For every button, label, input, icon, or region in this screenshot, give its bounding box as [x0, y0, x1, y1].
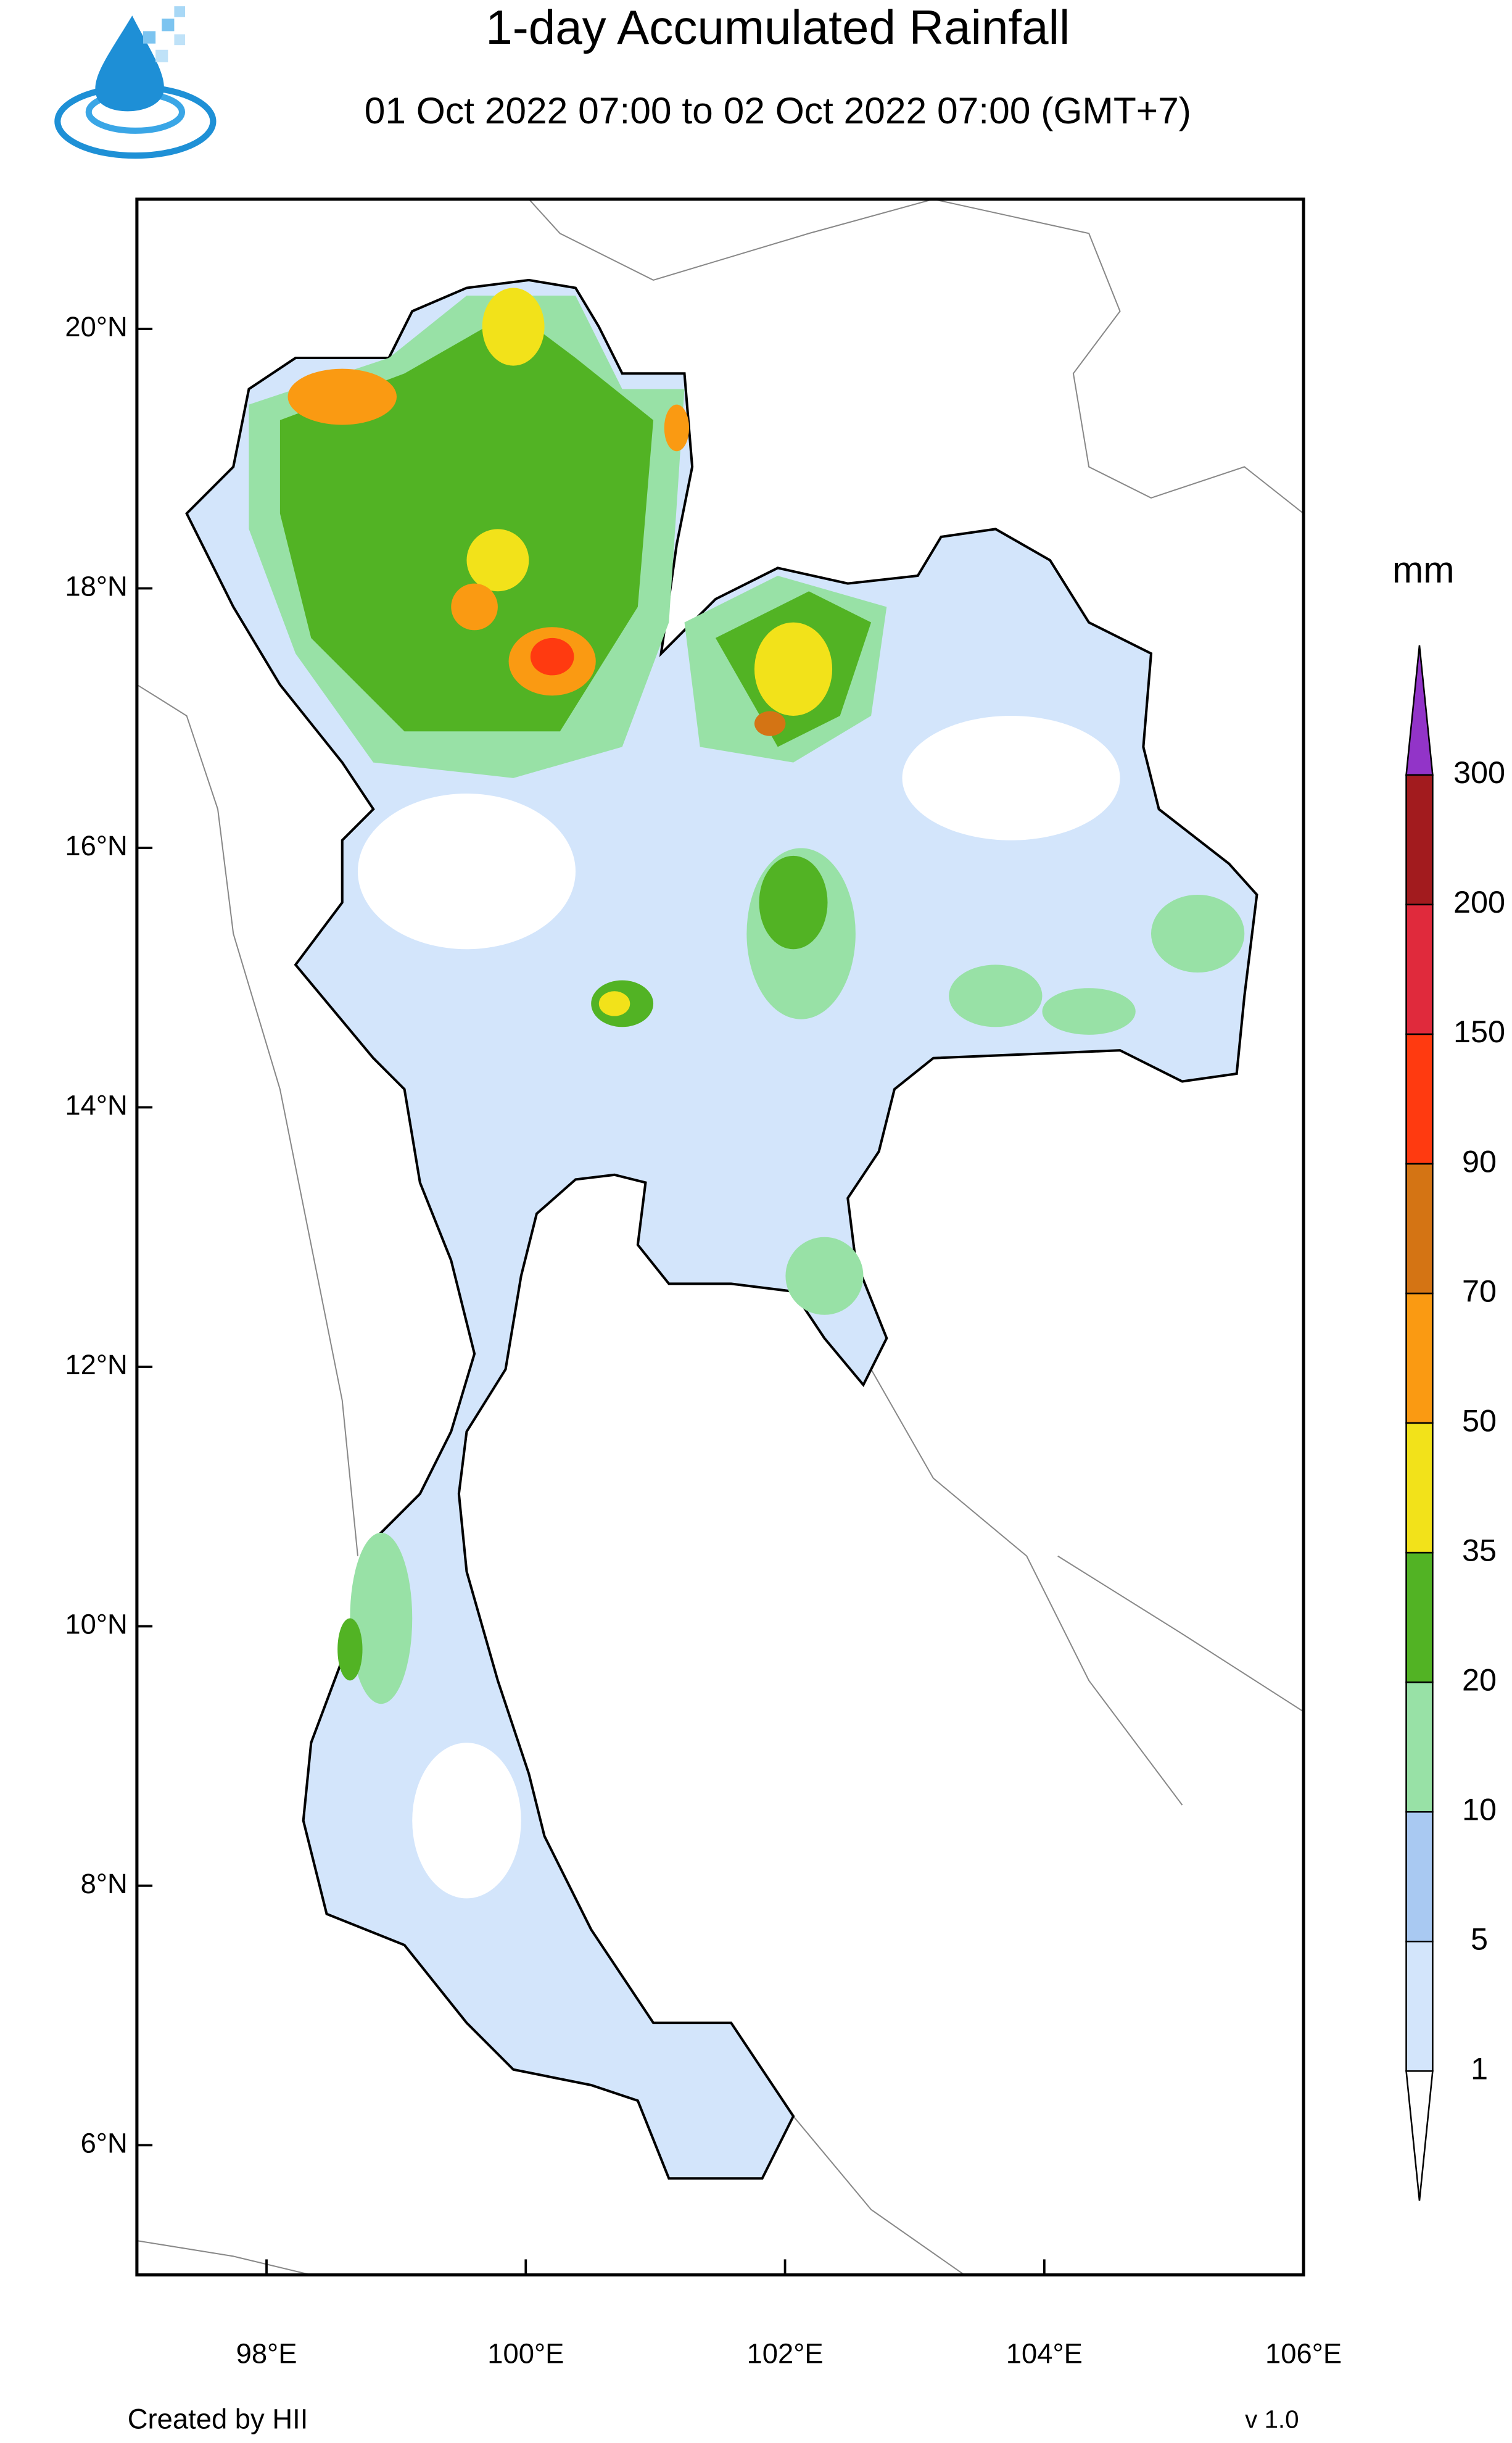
credit: Created by HII — [128, 2404, 308, 2435]
rain-patches — [249, 288, 1245, 1899]
colorbar-box — [1405, 1033, 1434, 1165]
neighbor-borders — [136, 199, 1304, 2275]
lon-tick-label: 98°E — [236, 2338, 297, 2370]
colorbar-box — [1405, 1681, 1434, 1813]
colorbar-label: 150 — [1453, 1014, 1505, 1049]
colorbar-box — [1405, 1810, 1434, 1943]
colorbar-lower — [1405, 2070, 1434, 2201]
lon-tick-label: 102°E — [747, 2338, 824, 2370]
lat-tick-label: 6°N — [81, 2127, 128, 2159]
subtitle: 01 Oct 2022 07:00 to 02 Oct 2022 07:00 (… — [365, 89, 1191, 131]
colorbar-box — [1405, 1292, 1434, 1424]
colorbar-box — [1405, 1551, 1434, 1683]
colorbar-label: 90 — [1462, 1143, 1497, 1179]
colorbar-label: 35 — [1462, 1532, 1497, 1567]
lon-tick-label: 106°E — [1265, 2338, 1342, 2370]
map-frame — [135, 197, 1305, 2277]
colorbar-label: 200 — [1453, 884, 1505, 919]
colorbar-unit: mm — [1392, 549, 1455, 591]
colorbar-box — [1405, 903, 1434, 1035]
colorbar-box — [1405, 1422, 1434, 1554]
colorbar-label: 5 — [1471, 1922, 1488, 1957]
colorbar-box — [1405, 1940, 1434, 2072]
lat-tick-label: 12°N — [65, 1349, 127, 1380]
colorbar-label: 10 — [1462, 1792, 1497, 1827]
colorbar-label: 70 — [1462, 1273, 1497, 1308]
colorbar-box — [1405, 1163, 1434, 1295]
lat-tick-label: 8°N — [81, 1868, 128, 1899]
colorbar-upper — [1405, 645, 1434, 776]
lat-tick-label: 14°N — [65, 1089, 127, 1121]
lat-tick-label: 10°N — [65, 1608, 127, 1640]
colorbar-label: 300 — [1453, 755, 1505, 790]
colorbar-box — [1405, 774, 1434, 906]
lat-tick-label: 18°N — [65, 571, 127, 602]
lat-tick-label: 16°N — [65, 830, 127, 861]
colorbar-label: 50 — [1462, 1403, 1497, 1438]
title: 1-day Accumulated Rainfall — [485, 0, 1070, 54]
lon-tick-label: 100°E — [487, 2338, 564, 2370]
map-content — [136, 199, 1304, 2275]
version: v 1.0 — [1245, 2405, 1299, 2433]
lon-tick-label: 104°E — [1006, 2338, 1083, 2370]
colorbar-label: 1 — [1471, 2051, 1488, 2086]
lat-tick-label: 20°N — [65, 311, 127, 342]
logo — [54, 6, 217, 159]
colorbar-label: 20 — [1462, 1662, 1497, 1697]
